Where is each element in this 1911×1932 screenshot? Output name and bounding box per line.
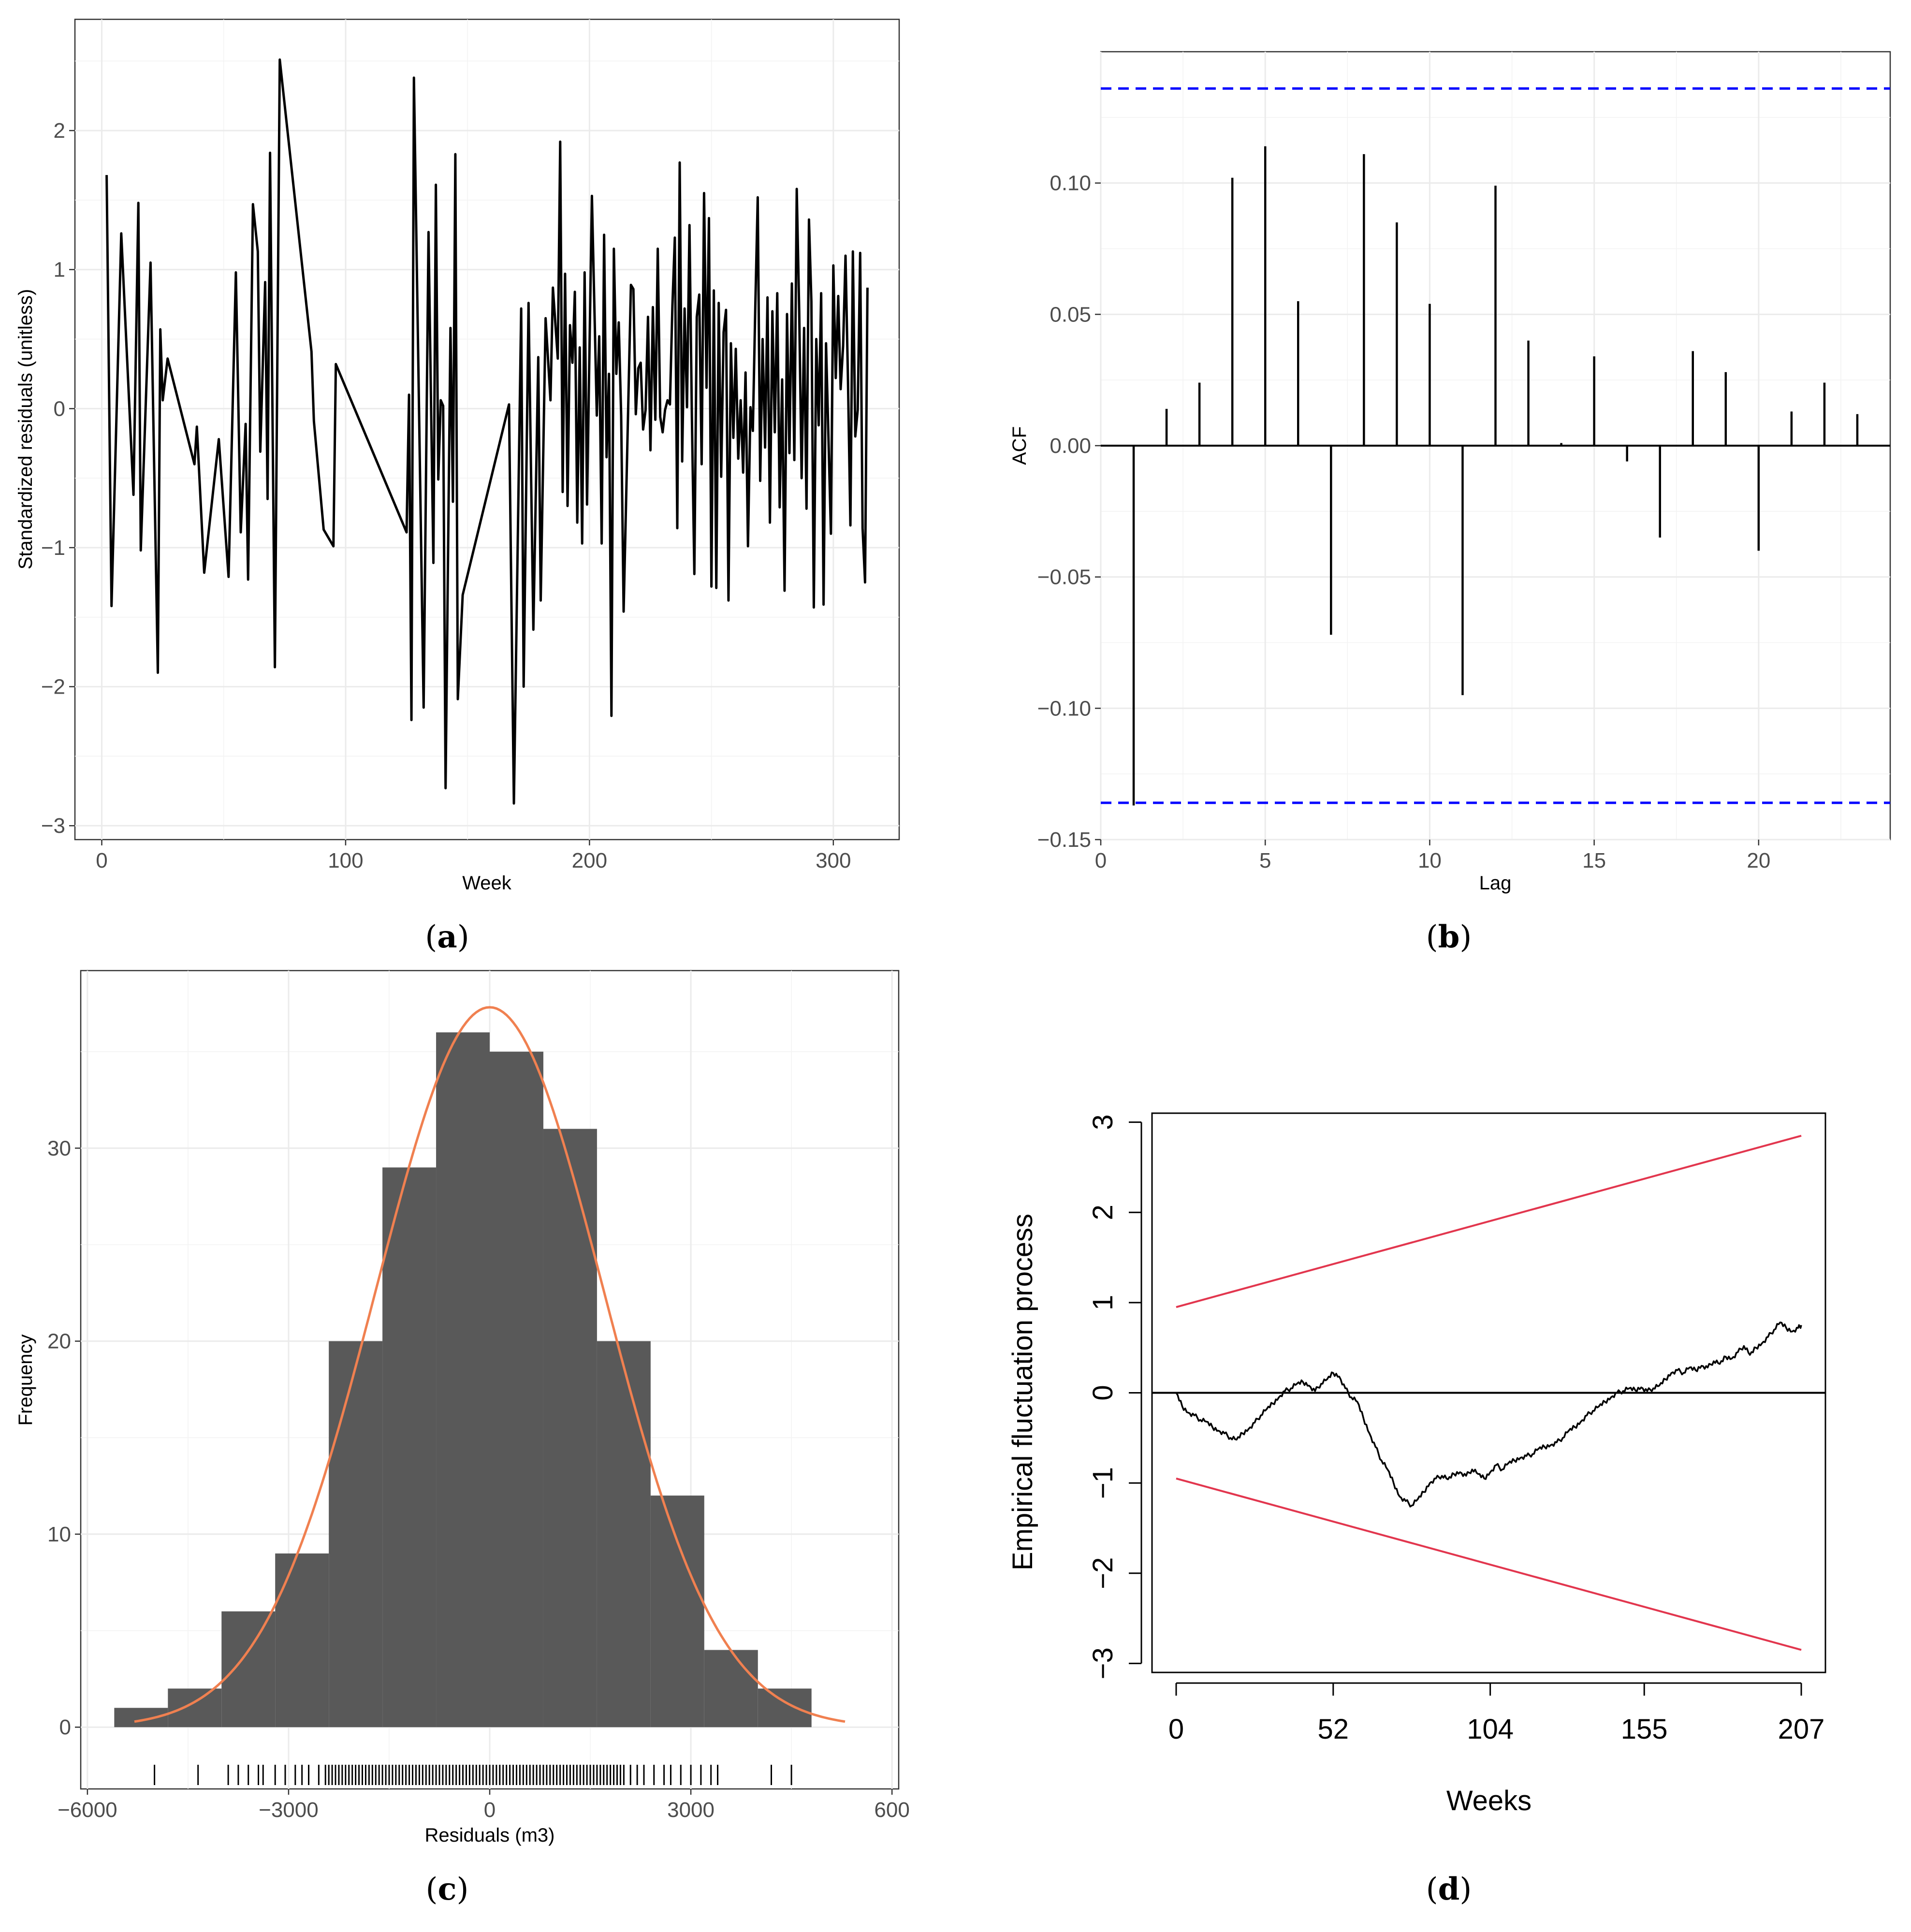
histogram-bar bbox=[704, 1650, 758, 1728]
panel-a-sublabel: (a) bbox=[425, 919, 469, 955]
histogram-bar bbox=[597, 1341, 651, 1728]
panel-c-y-axis-title: Frequency bbox=[15, 1335, 36, 1426]
a-y-tick-label: 1 bbox=[54, 258, 65, 282]
residual-series-line bbox=[105, 58, 869, 805]
panel-b-sublabel-letter: b bbox=[1438, 919, 1460, 955]
histogram-bar bbox=[758, 1688, 812, 1728]
a-x-tick-label: 200 bbox=[572, 849, 607, 872]
c-x-tick-label: 3000 bbox=[667, 1798, 715, 1822]
b-x-tick-label: 15 bbox=[1582, 849, 1606, 872]
a-x-tick-label: 300 bbox=[816, 849, 851, 872]
panel-d-fluctuation-process: 0 52 104 155 207 −3 −2 −1 0 1 2 3 Weeks Empirical f… bbox=[1007, 1112, 1826, 1907]
panel-b-sublabel-close: ) bbox=[1459, 919, 1472, 955]
a-y-tick-label: −2 bbox=[41, 675, 65, 699]
c-x-tick-label: 0 bbox=[484, 1798, 496, 1822]
a-x-tick-label: 100 bbox=[328, 849, 363, 872]
panel-d-y-axis-title: Empirical fluctuation process bbox=[1007, 1214, 1038, 1570]
b-y-tick-label: −0.05 bbox=[1037, 566, 1091, 589]
y-tick-label: 1 bbox=[1087, 1295, 1119, 1310]
panel-c-sublabel-close: ) bbox=[456, 1872, 468, 1907]
panel-b-y-axis-title: ACF bbox=[1009, 426, 1030, 465]
histogram-bar bbox=[168, 1688, 222, 1728]
c-y-tick-label: 20 bbox=[47, 1330, 71, 1353]
histogram-bar bbox=[436, 1032, 490, 1728]
panel-b-acf-chart: 0 5 10 15 20−0.15−0.10−0.050.000.050.10 Lag … bbox=[1009, 51, 1891, 955]
panel-d-sublabel-close: ) bbox=[1459, 1872, 1472, 1907]
panel-a-residuals-line-chart: 0 100 200 300 −3 −2 −1 0 1 2 Week Standardized re… bbox=[15, 18, 900, 955]
panel-b-sublabel-open: ( bbox=[1426, 919, 1438, 955]
histogram-bar bbox=[114, 1708, 168, 1728]
b-y-tick-label: −0.15 bbox=[1037, 828, 1091, 852]
panel-d-marks bbox=[1152, 1134, 1825, 1651]
panel-d-sublabel-letter: d bbox=[1438, 1871, 1460, 1907]
panel-c-sublabel: (c) bbox=[426, 1871, 469, 1907]
y-tick-label: 2 bbox=[1087, 1205, 1119, 1220]
panel-c-sublabel-letter: c bbox=[438, 1871, 457, 1907]
b-y-tick-label: 0.00 bbox=[1050, 434, 1091, 458]
histogram-bar bbox=[221, 1611, 276, 1728]
panel-d-sublabel-open: ( bbox=[1426, 1872, 1438, 1907]
b-x-tick-label: 5 bbox=[1259, 849, 1271, 872]
histogram-bar bbox=[543, 1129, 597, 1728]
c-y-tick-label: 10 bbox=[47, 1523, 71, 1546]
panel-d-x-axis-title: Weeks bbox=[1446, 1785, 1532, 1816]
c-y-tick-label: 30 bbox=[47, 1136, 71, 1160]
panel-c-x-axis-title: Residuals (m3) bbox=[425, 1825, 555, 1846]
panel-a-y-axis-title: Standardized residuals (unitless) bbox=[15, 289, 36, 569]
c-x-tick-label: 600 bbox=[874, 1798, 909, 1822]
histogram-bar bbox=[329, 1341, 383, 1728]
a-y-tick-label: 0 bbox=[54, 397, 65, 421]
panel-a-sublabel-close: ) bbox=[457, 919, 469, 955]
c-x-tick-label: −3000 bbox=[259, 1798, 319, 1822]
y-tick-label: −3 bbox=[1087, 1647, 1119, 1679]
a-x-tick-label: 0 bbox=[96, 849, 107, 872]
c-y-tick-label: 0 bbox=[59, 1715, 71, 1739]
panel-a-marks bbox=[105, 58, 869, 805]
a-y-tick-label: −3 bbox=[41, 814, 65, 838]
x-tick-label: 0 bbox=[1168, 1714, 1184, 1745]
c-x-tick-label: −6000 bbox=[58, 1798, 117, 1822]
lower-boundary-line bbox=[1176, 1477, 1802, 1651]
panel-c-marks bbox=[114, 1006, 846, 1785]
panel-a-sublabel-open: ( bbox=[425, 919, 437, 955]
panel-a-axes: 0 100 200 300 −3 −2 −1 0 1 2 bbox=[41, 119, 851, 872]
b-y-tick-label: 0.10 bbox=[1050, 172, 1091, 195]
y-tick-label: −1 bbox=[1087, 1467, 1119, 1499]
y-tick-label: 0 bbox=[1087, 1385, 1119, 1400]
b-x-tick-label: 10 bbox=[1418, 849, 1442, 872]
a-y-tick-label: −1 bbox=[41, 536, 65, 560]
panel-c-sublabel-open: ( bbox=[426, 1872, 438, 1907]
x-tick-label: 155 bbox=[1621, 1714, 1668, 1745]
x-tick-label: 52 bbox=[1318, 1714, 1349, 1745]
panel-d-sublabel: (d) bbox=[1426, 1871, 1472, 1907]
histogram-bar bbox=[490, 1051, 543, 1728]
fluctuation-process-line bbox=[1175, 1322, 1802, 1508]
normal-fit-curve bbox=[134, 1006, 846, 1723]
b-y-tick-label: −0.10 bbox=[1037, 697, 1091, 720]
panel-b-axes: 0 5 10 15 20 −0.15 −0.10 −0.05 0.00 0.05 0.10 bbox=[1037, 172, 1771, 872]
panel-b-marks bbox=[1101, 87, 1890, 806]
panel-b-sublabel: (b) bbox=[1426, 919, 1472, 955]
y-tick-label: 3 bbox=[1087, 1115, 1119, 1130]
x-tick-label: 104 bbox=[1467, 1714, 1514, 1745]
histogram-bar bbox=[650, 1496, 704, 1728]
b-x-tick-label: 20 bbox=[1747, 849, 1770, 872]
upper-boundary-line bbox=[1176, 1134, 1802, 1308]
panel-d-axes: 0 52 104 155 207 −3 −2 −1 0 1 2 3 bbox=[1087, 1115, 1824, 1745]
panel-b-x-axis-title: Lag bbox=[1479, 872, 1512, 894]
histogram-bar bbox=[275, 1553, 329, 1728]
panel-a-sublabel-letter: a bbox=[437, 919, 457, 955]
b-x-tick-label: 0 bbox=[1095, 849, 1107, 872]
panel-a-x-axis-title: Week bbox=[462, 872, 512, 894]
a-y-tick-label: 2 bbox=[54, 119, 65, 143]
y-tick-label: −2 bbox=[1087, 1557, 1119, 1589]
b-y-tick-label: 0.05 bbox=[1050, 303, 1091, 326]
x-tick-label: 207 bbox=[1778, 1714, 1825, 1745]
histogram-bar bbox=[382, 1167, 437, 1728]
